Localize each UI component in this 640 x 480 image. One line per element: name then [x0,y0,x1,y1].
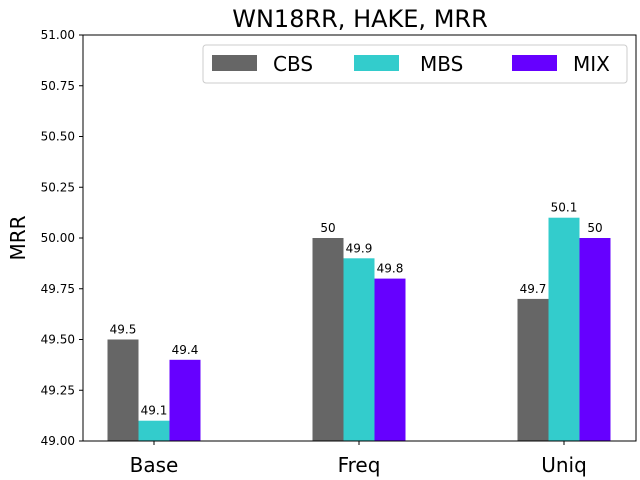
data-label-mix-base: 49.4 [172,343,199,357]
y-tick-label: 49.00 [41,434,75,448]
y-tick-label: 50.25 [41,180,75,194]
bar-cbs-freq [312,238,344,441]
y-tick-label: 49.25 [41,383,75,397]
y-tick-label: 49.75 [41,282,75,296]
x-tick-label-freq: Freq [338,453,381,477]
bar-mbs-uniq [548,217,580,441]
data-label-mix-freq: 49.8 [377,262,404,276]
chart-title: WN18RR, HAKE, MRR [232,5,488,33]
data-label-mix-uniq: 50 [587,221,602,235]
bar-mbs-freq [343,258,375,441]
bar-cbs-uniq [517,298,549,441]
data-labels-layer: 49.5 50 49.7 49.1 49.9 50.1 49.4 49.8 50 [110,201,603,418]
data-label-mbs-base: 49.1 [141,404,168,418]
legend-box [202,44,628,84]
data-label-cbs-base: 49.5 [110,323,137,337]
data-label-cbs-freq: 50 [320,221,335,235]
legend-label-cbs: CBS [273,52,313,76]
y-tick-label: 49.50 [41,333,75,347]
x-tick-label-base: Base [130,453,179,477]
data-label-cbs-uniq: 49.7 [520,282,547,296]
axes-layer: 49.00 49.25 49.50 49.75 50.00 50.25 50.50 50.75… [41,28,637,477]
legend-swatch-cbs [212,55,257,71]
legend-label-mbs: MBS [420,52,463,76]
y-axis-label: MRR [6,215,30,260]
data-label-mbs-freq: 49.9 [346,241,373,255]
bar-mix-freq [374,278,406,441]
legend-swatch-mix [512,55,557,71]
legend: CBS MBS MIX [202,44,628,84]
y-tick-label: 50.75 [41,79,75,93]
data-label-mbs-uniq: 50.1 [551,201,578,215]
bar-mix-base [169,359,201,441]
bar-mix-uniq [579,238,611,441]
x-tick-label-uniq: Uniq [541,453,587,477]
bar-cbs-base [107,339,139,441]
legend-swatch-mbs [354,55,399,71]
y-tick-label: 51.00 [41,28,75,42]
y-tick-label: 50.50 [41,130,75,144]
y-tick-label: 50.00 [41,231,75,245]
bars-layer [107,217,611,441]
legend-label-mix: MIX [573,52,610,76]
bar-mbs-base [138,420,170,441]
